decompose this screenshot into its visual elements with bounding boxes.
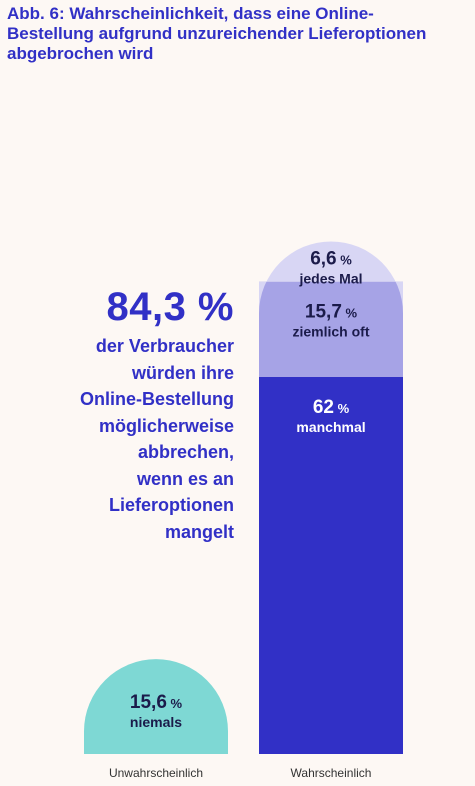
- headline-line: möglicherweise: [98, 415, 234, 436]
- headline-line: abbrechen,: [137, 442, 234, 462]
- headline-line: der Verbraucher: [95, 336, 234, 356]
- series-label: niemals: [130, 714, 182, 730]
- chart-title-line: Bestellung aufgrund unzureichender Liefe…: [7, 24, 427, 43]
- headline-line: wenn es an: [136, 468, 234, 489]
- data-label: 62 %: [313, 397, 350, 418]
- data-label: 15,7 %: [305, 302, 358, 323]
- headline-line: würden ihre: [131, 362, 234, 383]
- bar-segment-ziemlich-oft: [259, 281, 403, 378]
- headline-callout: 84,3 % der Verbraucher würden ihre Onlin…: [20, 283, 234, 545]
- headline-line: Online-Bestellung: [79, 389, 234, 409]
- series-label: manchmal: [296, 419, 365, 435]
- bar-segment-niemals: [84, 659, 228, 754]
- data-label: 15,6 %: [130, 692, 183, 713]
- x-tick-label: Wahrscheinlich: [291, 766, 372, 780]
- x-tick-label: Unwahrscheinlich: [109, 766, 203, 780]
- headline-value: 84,3 %: [106, 285, 234, 329]
- headline-line: Lieferoptionen: [109, 495, 234, 515]
- series-label: jedes Mal: [298, 270, 362, 286]
- series-label: ziemlich oft: [292, 324, 369, 340]
- bar-segment-manchmal: [259, 377, 403, 754]
- chart-title: Abb. 6: Wahrscheinlichkeit, dass eine On…: [7, 4, 469, 64]
- headline-line: mangelt: [164, 521, 234, 542]
- chart-title-line: abgebrochen wird: [7, 44, 154, 63]
- bar-segment-jedes-Mal: [259, 241, 403, 314]
- headline-text: der Verbraucher würden ihre Online-Beste…: [20, 333, 234, 545]
- chart-title-line: Abb. 6: Wahrscheinlichkeit, dass eine On…: [7, 4, 374, 23]
- data-label: 6,6 %: [310, 248, 352, 269]
